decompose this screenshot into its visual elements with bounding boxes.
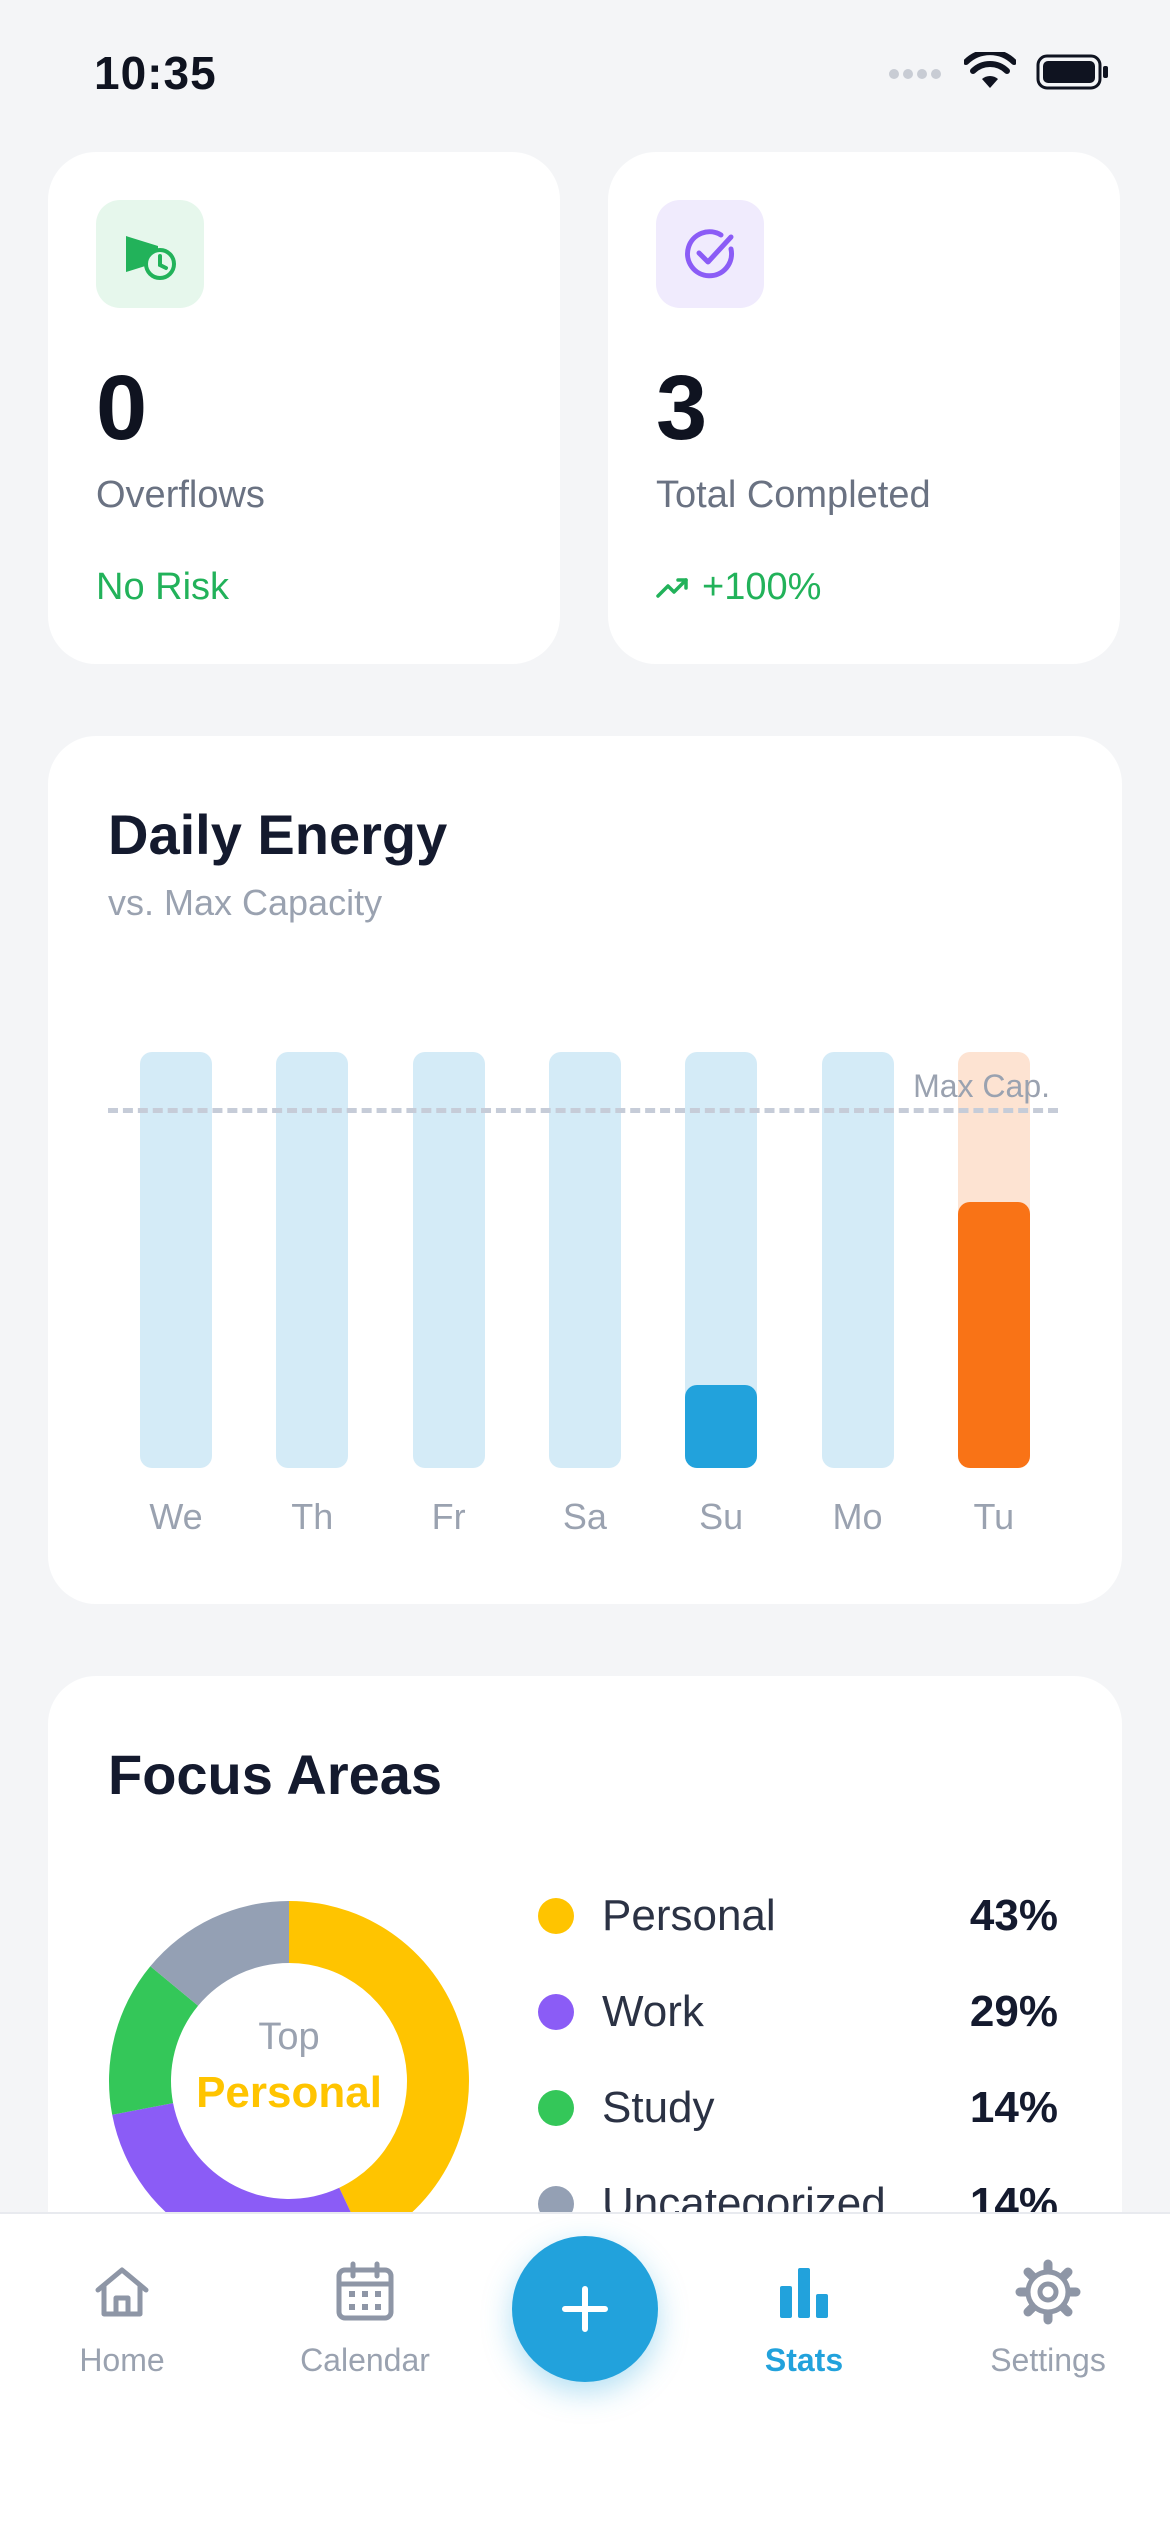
energy-chart: We Th Fr Sa Su Mo Tu	[48, 736, 1122, 1604]
overflows-label: Overflows	[96, 474, 265, 516]
legend-name: Work	[602, 1987, 704, 2036]
legend-percent: 29%	[969, 1987, 1058, 2036]
donut-slice	[289, 1901, 469, 2244]
legend-name: Study	[602, 2083, 715, 2132]
energy-day-label: Su	[699, 1496, 744, 1537]
energy-bar-track	[821, 1052, 894, 1468]
tab-stats[interactable]: Stats	[704, 2252, 904, 2379]
tab-calendar-label: Calendar	[300, 2342, 430, 2378]
energy-day-label: We	[149, 1496, 203, 1537]
completed-icon-box	[656, 200, 764, 308]
donut-slice	[150, 1901, 289, 2006]
energy-bar-track	[412, 1052, 485, 1468]
tab-home[interactable]: Home	[22, 2252, 222, 2379]
energy-bar-track	[548, 1052, 621, 1468]
tab-home-label: Home	[79, 2342, 165, 2378]
overflows-status: No Risk	[96, 566, 229, 609]
legend-dot	[538, 2090, 574, 2126]
check-circle-icon	[685, 229, 735, 279]
energy-day-label: Th	[291, 1496, 334, 1537]
status-time: 10:35	[94, 47, 217, 99]
legend-percent: 43%	[969, 1891, 1058, 1940]
donut-slice	[108, 1966, 199, 2115]
energy-bar-track	[685, 1052, 758, 1468]
overflows-icon-box	[96, 200, 204, 308]
add-task-button[interactable]	[512, 2236, 658, 2382]
energy-day-label: Tu	[973, 1496, 1015, 1537]
overflows-card[interactable]: 0 Overflows No Risk	[48, 152, 560, 664]
legend-name: Personal	[602, 1891, 776, 1940]
gear-icon	[1015, 2259, 1081, 2325]
completed-trend: +100%	[656, 566, 821, 609]
overflows-status-text: No Risk	[96, 566, 230, 608]
legend-percent: 14%	[969, 2083, 1058, 2132]
tab-settings[interactable]: Settings	[948, 2252, 1148, 2379]
wifi-icon	[964, 52, 1016, 88]
signal-icon	[889, 69, 941, 79]
tab-settings-label: Settings	[990, 2342, 1106, 2378]
legend-item[interactable]: Work 29%	[538, 1982, 1058, 2042]
energy-day-label: Sa	[562, 1496, 607, 1537]
daily-energy-card: Daily Energy vs. Max Capacity We Th Fr Sa Su…	[48, 736, 1122, 1604]
trending-up-icon	[656, 577, 688, 598]
donut-top-name: Personal	[196, 2068, 382, 2117]
overflows-value: 0	[96, 357, 148, 459]
battery-icon	[1036, 54, 1108, 90]
tab-calendar[interactable]: Calendar	[265, 2252, 465, 2379]
status-bar: 10:35	[0, 0, 1170, 140]
overflow-clock-icon	[126, 236, 176, 280]
energy-bar	[957, 1201, 1030, 1468]
legend-item[interactable]: Study 14%	[538, 2078, 1058, 2138]
energy-bar-track	[957, 1052, 1030, 1468]
completed-card[interactable]: 3 Total Completed +100%	[608, 152, 1120, 664]
max-capacity-label: Max Cap.	[913, 1068, 1050, 1104]
energy-subtitle: vs. Max Capacity	[108, 882, 383, 923]
energy-bar-track	[140, 1052, 212, 1468]
focus-title: Focus Areas	[108, 1743, 443, 1806]
max-capacity-line	[108, 1108, 1058, 1114]
energy-day-label: Fr	[431, 1496, 466, 1537]
tab-stats-label: Stats	[764, 2342, 844, 2378]
legend-dot	[538, 1994, 574, 2030]
home-icon	[95, 2267, 149, 2317]
energy-title: Daily Energy	[108, 803, 448, 866]
legend-dot	[538, 1898, 574, 1934]
status-icons	[888, 52, 1110, 92]
energy-bar-track	[276, 1052, 349, 1468]
calendar-icon	[336, 2261, 394, 2321]
bar-chart-icon	[780, 2268, 828, 2318]
completed-trend-text: +100%	[702, 566, 822, 608]
energy-day-label: Mo	[832, 1496, 883, 1537]
completed-value: 3	[656, 357, 708, 459]
energy-bar	[685, 1384, 758, 1468]
donut-top-label: Top	[258, 2016, 320, 2058]
legend-item[interactable]: Personal 43%	[538, 1886, 1058, 1946]
completed-label: Total Completed	[656, 474, 931, 516]
plus-icon	[562, 2286, 608, 2332]
